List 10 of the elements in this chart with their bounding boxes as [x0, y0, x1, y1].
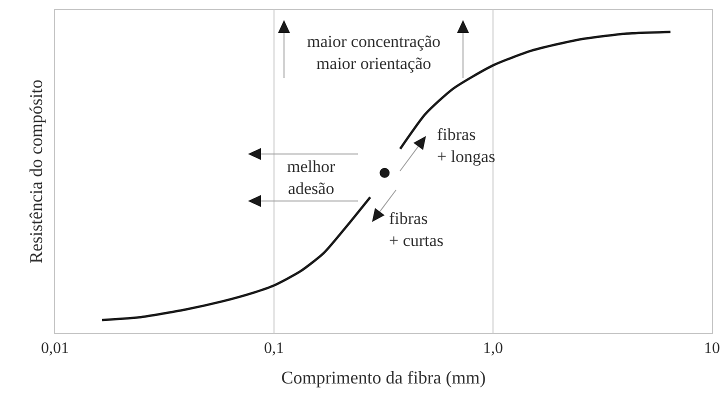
annotation: maior concentração maior orientação: [307, 32, 441, 74]
x-axis-title: Comprimento da fibra (mm): [281, 367, 486, 388]
x-tick-label: 10: [704, 340, 720, 358]
x-tick-label: 0,1: [264, 340, 284, 358]
annotation: melhor adesão: [287, 157, 336, 198]
y-axis-title: Resistência do compósito: [26, 80, 46, 264]
x-tick-label: 1,0: [483, 340, 503, 358]
x-tick-label: 0,01: [41, 340, 69, 358]
annotation: fibras + longas: [437, 125, 496, 166]
annotation: fibras + curtas: [389, 209, 444, 250]
